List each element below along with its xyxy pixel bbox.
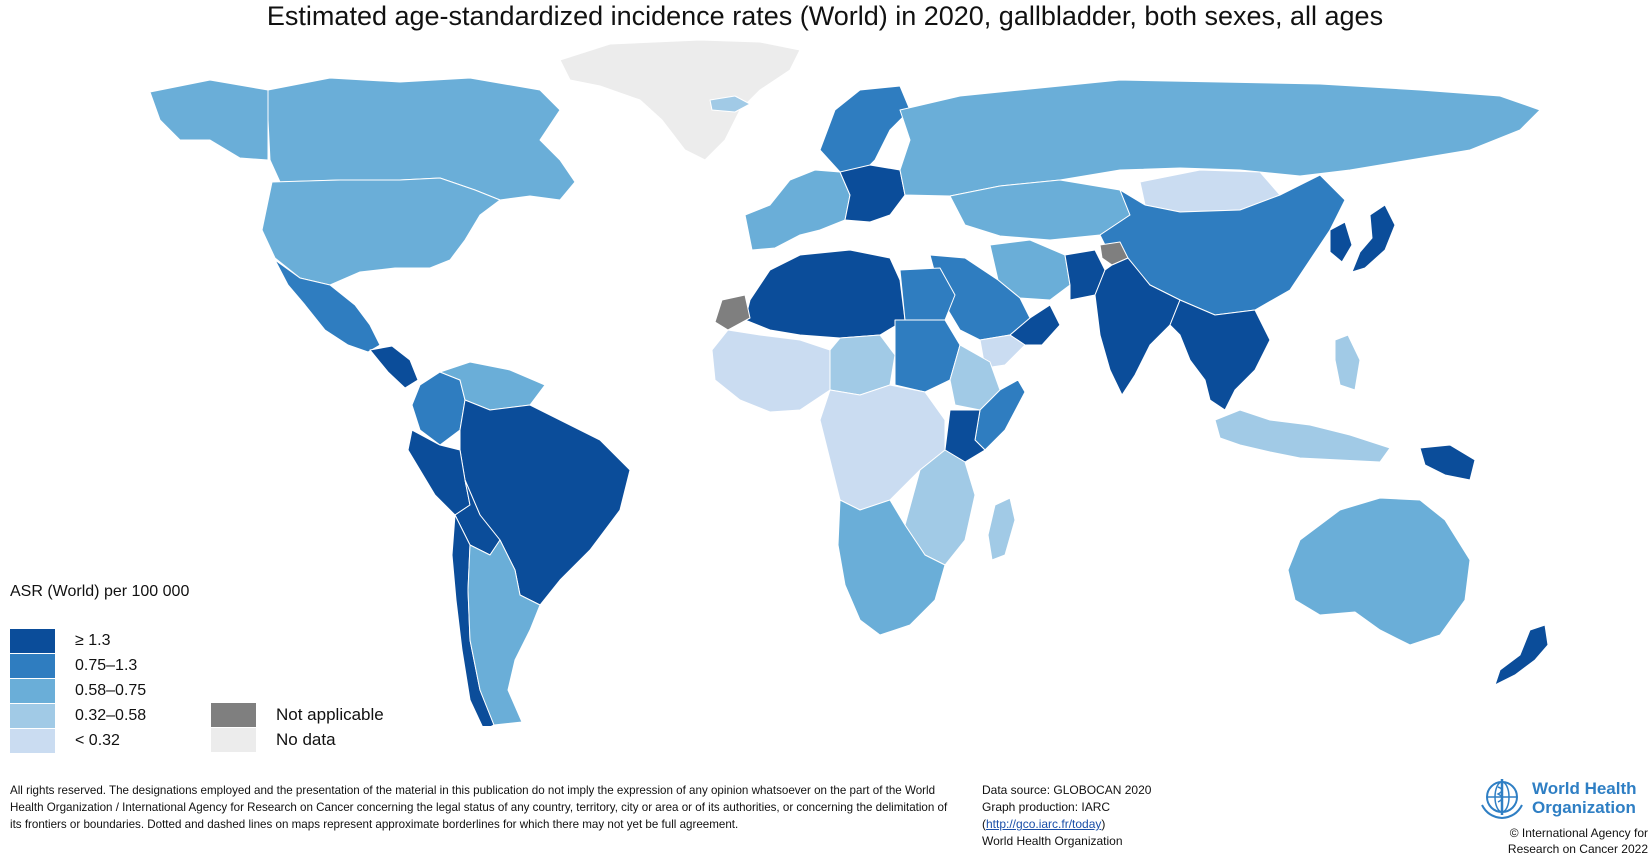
region-madagascar[interactable]: Madagascar xyxy=(987,497,1016,561)
legend-row-class-3: 0.58–0.75 xyxy=(10,678,146,704)
legend-label-not-applicable: Not applicable xyxy=(276,705,384,724)
source-link[interactable]: http://gco.iarc.fr/today xyxy=(986,817,1102,831)
legend-label-class-1: ≥ 1.3 xyxy=(75,632,111,649)
legend-swatch-not-applicable xyxy=(211,703,256,727)
region-indonesia[interactable]: Indonesia xyxy=(1214,409,1391,463)
region-new-zealand[interactable]: New Zealand xyxy=(1494,624,1549,686)
legend-swatch-class-4 xyxy=(10,704,55,728)
legend-row-no-data: No data xyxy=(211,728,336,752)
legend-swatch-class-1 xyxy=(10,629,55,653)
region-philippines[interactable]: Philippines xyxy=(1334,334,1361,391)
region-greenland[interactable]: Greenland xyxy=(559,39,801,161)
region-sudan[interactable]: Sudan xyxy=(894,319,961,393)
copyright-text: © International Agency for Research on C… xyxy=(1507,826,1648,856)
region-argentina[interactable]: Brazil xyxy=(467,539,541,726)
disclaimer-text: All rights reserved. The designations em… xyxy=(10,784,948,831)
region-western-sahara[interactable]: Western Sahara xyxy=(714,294,751,331)
region-sahel[interactable]: Sahel xyxy=(829,334,896,396)
legend-title: ASR (World) per 100 000 xyxy=(10,583,190,600)
data-source-block: Data source: GLOBOCAN 2020 Graph product… xyxy=(982,782,1242,850)
region-eastern-europe[interactable]: Eastern Europe xyxy=(839,164,906,223)
world-map: Greenland Canada Alaska (USA) United Sta… xyxy=(149,39,1549,726)
legend-label-class-3: 0.58–0.75 xyxy=(75,682,147,699)
legend-row-not-applicable: Not applicable xyxy=(211,703,384,727)
legend-swatch-class-5 xyxy=(10,729,55,753)
who-name: World Health Organization xyxy=(1532,779,1637,817)
legend-swatch-no-data xyxy=(211,728,256,752)
link-close-paren: ) xyxy=(1101,817,1106,831)
region-alaska[interactable]: Alaska (USA) xyxy=(149,79,269,161)
region-central-america[interactable]: Guatemala xyxy=(369,345,419,389)
who-emblem-icon xyxy=(1481,779,1523,820)
region-australia[interactable]: Australia xyxy=(1287,497,1471,646)
source-link-line: (http://gco.iarc.fr/today) xyxy=(982,816,1242,833)
legend-row-class-4: 0.32–0.58 xyxy=(10,703,146,729)
region-scandinavia[interactable]: Scandinavia xyxy=(819,85,911,176)
legend-label-class-4: 0.32–0.58 xyxy=(75,707,147,724)
legend-label-class-5: < 0.32 xyxy=(75,732,120,749)
region-usa[interactable]: United States of America xyxy=(261,177,501,286)
region-southeast-asia[interactable]: Southeast Asia xyxy=(1169,299,1271,411)
legend-row-class-1: ≥ 1.3 xyxy=(10,628,110,654)
legend-swatch-class-3 xyxy=(10,679,55,703)
region-north-africa[interactable]: North Africa xyxy=(744,249,906,339)
map-title: Estimated age-standardized incidence rat… xyxy=(266,1,1384,31)
region-russia[interactable]: Russian Federation xyxy=(899,79,1541,197)
region-southern-africa[interactable]: Southern Africa xyxy=(837,499,946,636)
region-western-europe[interactable]: Western Europe xyxy=(744,169,851,251)
organization-line: World Health Organization xyxy=(982,834,1123,848)
region-egypt[interactable]: Egypt xyxy=(899,267,956,321)
link-open-paren: ( xyxy=(982,817,986,831)
legend-label-no-data: No data xyxy=(276,730,336,749)
region-mexico[interactable]: Mexico xyxy=(274,259,381,353)
region-west-africa[interactable]: West Africa xyxy=(711,329,831,413)
region-korea[interactable]: Korea xyxy=(1329,221,1353,263)
legend-label-class-2: 0.75–1.3 xyxy=(75,657,138,674)
legend-row-class-2: 0.75–1.3 xyxy=(10,653,137,679)
legend-row-class-5: < 0.32 xyxy=(10,728,120,754)
data-source-line: Data source: GLOBOCAN 2020 xyxy=(982,783,1152,797)
graph-production-line: Graph production: IARC xyxy=(982,800,1111,814)
region-japan[interactable]: Japan xyxy=(1351,204,1396,273)
legend-swatch-class-2 xyxy=(10,654,55,678)
region-papua-new-guinea[interactable]: Papua New Guinea xyxy=(1419,444,1476,481)
region-iceland[interactable]: Iceland xyxy=(709,95,751,113)
